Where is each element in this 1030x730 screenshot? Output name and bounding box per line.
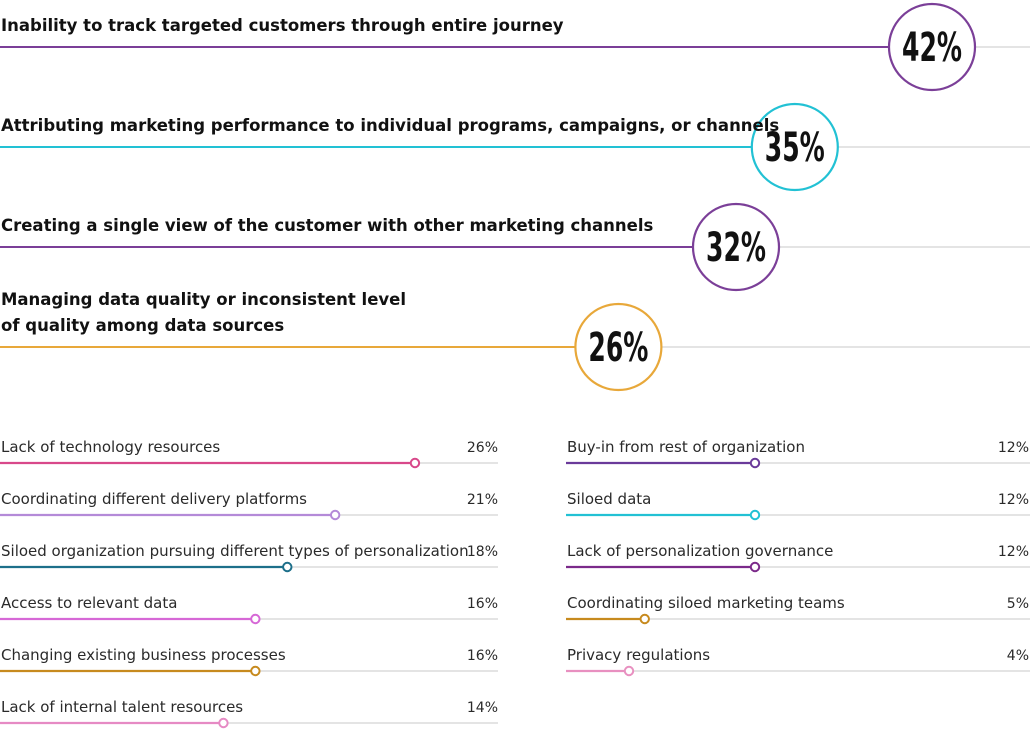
highlight-value-1: 42% — [902, 25, 962, 71]
right-item-marker-1 — [749, 457, 761, 469]
right-item-value-5: 4% — [1007, 648, 1029, 664]
right-item-value-3: 12% — [998, 544, 1029, 560]
left-item-marker-2 — [329, 509, 341, 521]
left-item-marker-6 — [218, 717, 229, 729]
left-item-value-5: 16% — [467, 648, 498, 664]
highlight-label-1: Inability to track targeted customers th… — [1, 16, 564, 35]
right-item-marker-2 — [749, 509, 761, 521]
highlight-circle-2 — [750, 102, 839, 192]
left-item-label-6: Lack of internal talent resources — [1, 698, 243, 716]
highlight-label-2: Attributing marketing performance to ind… — [1, 116, 779, 135]
left-item-label-1: Lack of technology resources — [1, 438, 220, 456]
highlight-circle-1 — [887, 2, 977, 92]
left-item-label-2: Coordinating different delivery platform… — [1, 490, 307, 508]
right-item-label-2: Siloed data — [567, 490, 651, 508]
right-item-value-2: 12% — [998, 492, 1029, 508]
highlight-circle-3 — [691, 202, 781, 292]
highlight-value-2: 35% — [765, 125, 825, 171]
left-item-value-3: 18% — [467, 544, 498, 560]
right-item-label-4: Coordinating siloed marketing teams — [567, 594, 845, 612]
right-item-marker-5 — [623, 665, 635, 677]
right-item-label-3: Lack of personalization governance — [567, 542, 833, 560]
left-item-marker-1 — [409, 457, 421, 469]
right-item-label-1: Buy-in from rest of organization — [567, 438, 805, 456]
left-item-marker-4 — [250, 613, 261, 625]
left-item-value-2: 21% — [467, 492, 498, 508]
highlight-circle-4 — [574, 302, 663, 392]
right-item-value-4: 5% — [1007, 596, 1029, 612]
left-item-label-4: Access to relevant data — [1, 594, 177, 612]
highlight-label-3: Creating a single view of the customer w… — [1, 216, 654, 235]
highlight-value-4: 26% — [588, 325, 648, 371]
right-item-value-1: 12% — [998, 440, 1029, 456]
left-item-marker-5 — [250, 665, 261, 677]
right-item-label-5: Privacy regulations — [567, 646, 710, 664]
right-item-marker-4 — [639, 613, 650, 625]
left-item-value-1: 26% — [467, 440, 498, 456]
left-item-value-4: 16% — [467, 596, 498, 612]
left-item-marker-3 — [282, 561, 293, 573]
highlight-label-4-line-2: of quality among data sources — [1, 316, 284, 335]
highlight-label-4-line-1: Managing data quality or inconsistent le… — [1, 290, 406, 309]
left-item-label-3: Siloed organization pursuing different t… — [1, 542, 469, 560]
left-item-label-5: Changing existing business processes — [1, 646, 286, 664]
highlight-value-3: 32% — [706, 225, 766, 271]
left-item-value-6: 14% — [467, 700, 498, 716]
right-item-marker-3 — [749, 561, 761, 573]
